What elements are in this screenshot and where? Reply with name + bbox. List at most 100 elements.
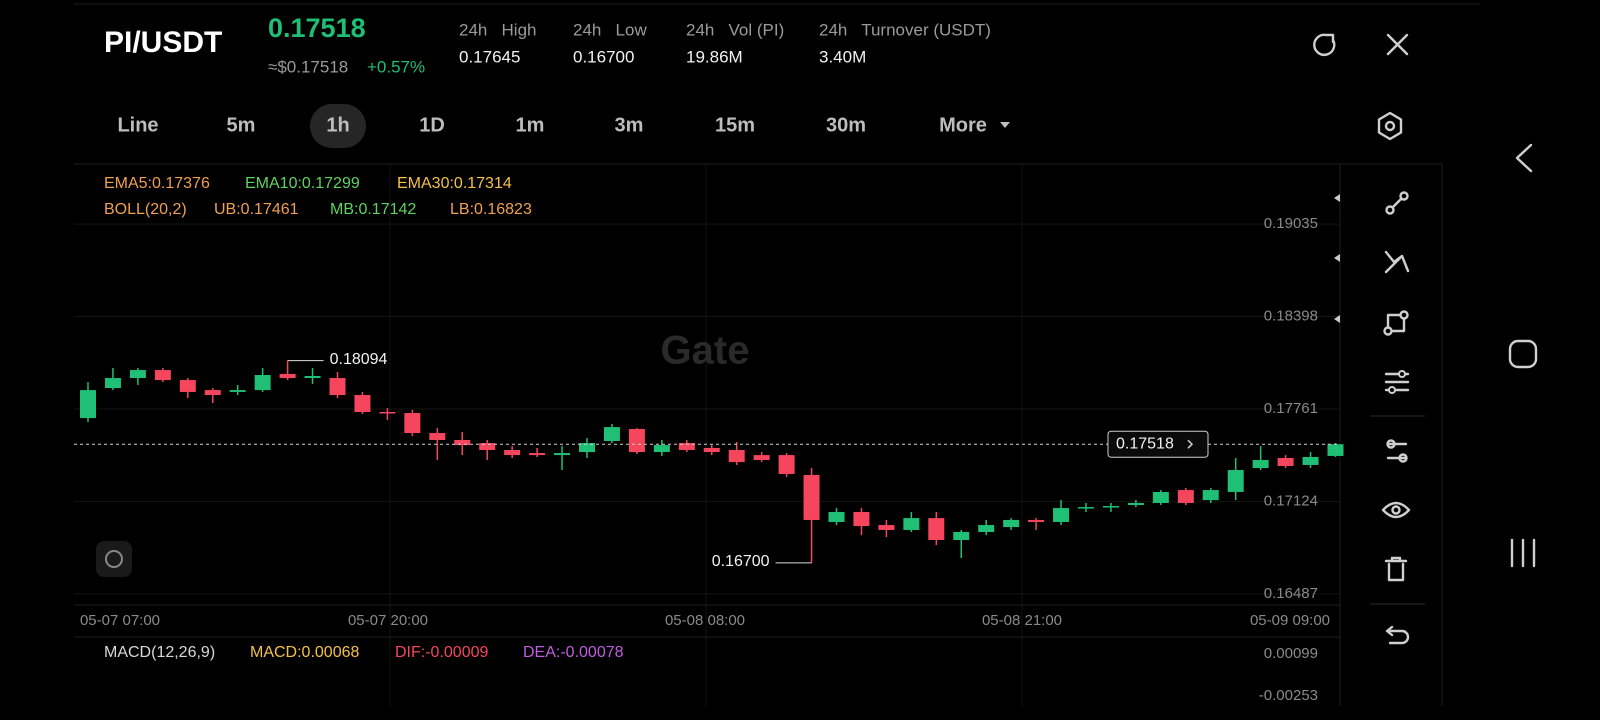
tab[interactable]: 1m: [516, 114, 545, 136]
candle-body: [479, 443, 496, 451]
candle-body: [554, 453, 571, 456]
y-tick-label: 0.16487: [1264, 585, 1318, 602]
candle-body: [529, 453, 546, 456]
last-price-label: 0.17518: [1116, 435, 1174, 452]
x-tick-label: 05-08 21:00: [982, 612, 1062, 629]
candle-body: [454, 440, 471, 446]
delete-tool[interactable]: [1384, 556, 1408, 582]
candle-body: [1302, 456, 1319, 465]
stat-value: 0.17645: [459, 47, 520, 66]
stat-label: 24h High: [459, 20, 537, 39]
y-tick-label: 0.18398: [1264, 307, 1318, 324]
watermark: Gate: [661, 329, 750, 373]
candle-body: [803, 474, 820, 520]
candle-body: [853, 511, 870, 527]
candle-body: [953, 532, 970, 540]
indicator-tool[interactable]: [1384, 370, 1410, 394]
shape-tool[interactable]: [1383, 310, 1409, 336]
tab[interactable]: 5m: [227, 114, 256, 136]
candle-body: [653, 445, 670, 453]
candle-body: [1327, 444, 1344, 456]
boll-mb: MB:0.17142: [330, 201, 416, 218]
undo-tool[interactable]: [1385, 625, 1410, 645]
candle-body: [279, 373, 296, 379]
tab[interactable]: More: [939, 114, 987, 136]
dif: DIF:-0.00009: [395, 644, 488, 661]
trend-line-tool[interactable]: [1385, 191, 1409, 215]
x-tick-label: 05-09 09:00: [1250, 612, 1330, 629]
visibility-tool[interactable]: [1381, 501, 1411, 519]
candle-body: [828, 511, 845, 522]
stat-label: 24h Vol (PI): [686, 20, 784, 39]
magnet-tool[interactable]: [1386, 439, 1408, 463]
candle-body: [304, 376, 321, 379]
y-tick-label: 0.17124: [1264, 492, 1318, 509]
tab[interactable]: 1h: [326, 114, 349, 136]
stats: 24h High 0.17645 24h Low 0.16700 24h Vol (PI…: [459, 20, 991, 66]
candle-body: [728, 450, 745, 463]
candle-body: [703, 447, 720, 453]
last-price-box[interactable]: [1107, 430, 1209, 458]
candle-body: [429, 433, 446, 440]
macd-tick: 0.00099: [1264, 645, 1318, 662]
close-icon[interactable]: [1386, 33, 1409, 56]
candle-body: [1152, 491, 1169, 503]
tab-selected-bg: [310, 104, 366, 148]
y-tick-label: 0.17761: [1264, 400, 1318, 417]
pair[interactable]: PI/USDT: [104, 26, 222, 59]
candle-body: [603, 427, 620, 442]
last-price-arrow: [1187, 439, 1194, 449]
macd-value: MACD:0.00068: [250, 644, 359, 661]
y-tick-label: 0.19035: [1264, 215, 1318, 232]
settings-icon[interactable]: [1377, 111, 1403, 141]
ema5: EMA5:0.17376: [104, 175, 210, 192]
candle-body: [878, 525, 895, 530]
candle-body: [1003, 519, 1020, 528]
last-price: 0.17518: [268, 13, 366, 43]
stat-value: 0.16700: [573, 47, 634, 66]
tab[interactable]: Line: [117, 114, 158, 136]
ema30: EMA30:0.17314: [397, 175, 512, 192]
refresh-icon[interactable]: [1310, 32, 1336, 58]
candle-body: [404, 413, 421, 434]
tab[interactable]: 1D: [419, 114, 445, 136]
candle-body: [154, 370, 171, 381]
ema10: EMA10:0.17299: [245, 175, 360, 192]
stat-label: 24h Low: [573, 20, 647, 39]
candle-body: [1102, 506, 1119, 508]
candle-body: [1202, 490, 1219, 501]
boll: BOLL(20,2): [104, 201, 187, 218]
candle-body: [1127, 502, 1144, 506]
tab[interactable]: 15m: [715, 114, 755, 136]
candle-body: [628, 428, 645, 453]
stat-label: 24h Turnover (USDT): [819, 20, 991, 39]
candle-body: [104, 378, 121, 389]
dea: DEA:-0.00078: [523, 644, 624, 661]
macd-tick: -0.00253: [1259, 687, 1318, 704]
nav-back[interactable]: [1515, 143, 1533, 173]
tab[interactable]: 30m: [826, 114, 866, 136]
approx-price: ≈$0.17518: [268, 57, 348, 76]
stat-value: 19.86M: [686, 47, 743, 66]
system-nav: [1508, 143, 1538, 568]
candle-body: [504, 450, 521, 456]
candle-body: [1277, 457, 1294, 466]
tabs: Line 5m 1h 1D 1m 3m 15m 30m More: [117, 114, 1010, 136]
candle-body: [354, 395, 371, 412]
macd-title: MACD(12,26,9): [104, 644, 215, 661]
nav-home[interactable]: [1508, 339, 1538, 369]
candle-body: [254, 374, 271, 391]
change: +0.57%: [367, 57, 425, 76]
stat-value: 3.40M: [819, 47, 866, 66]
candle-body: [379, 411, 396, 414]
tab[interactable]: 3m: [615, 114, 644, 136]
drawing-toolbar: [1334, 191, 1425, 645]
candle-body: [978, 525, 995, 533]
nav-recents[interactable]: [1510, 538, 1536, 568]
candle-body: [1252, 460, 1269, 469]
crosshair-toggle[interactable]: [96, 541, 132, 577]
candle-body: [678, 443, 695, 451]
zigzag-tool[interactable]: [1384, 250, 1410, 274]
low-label: 0.16700: [712, 553, 770, 570]
